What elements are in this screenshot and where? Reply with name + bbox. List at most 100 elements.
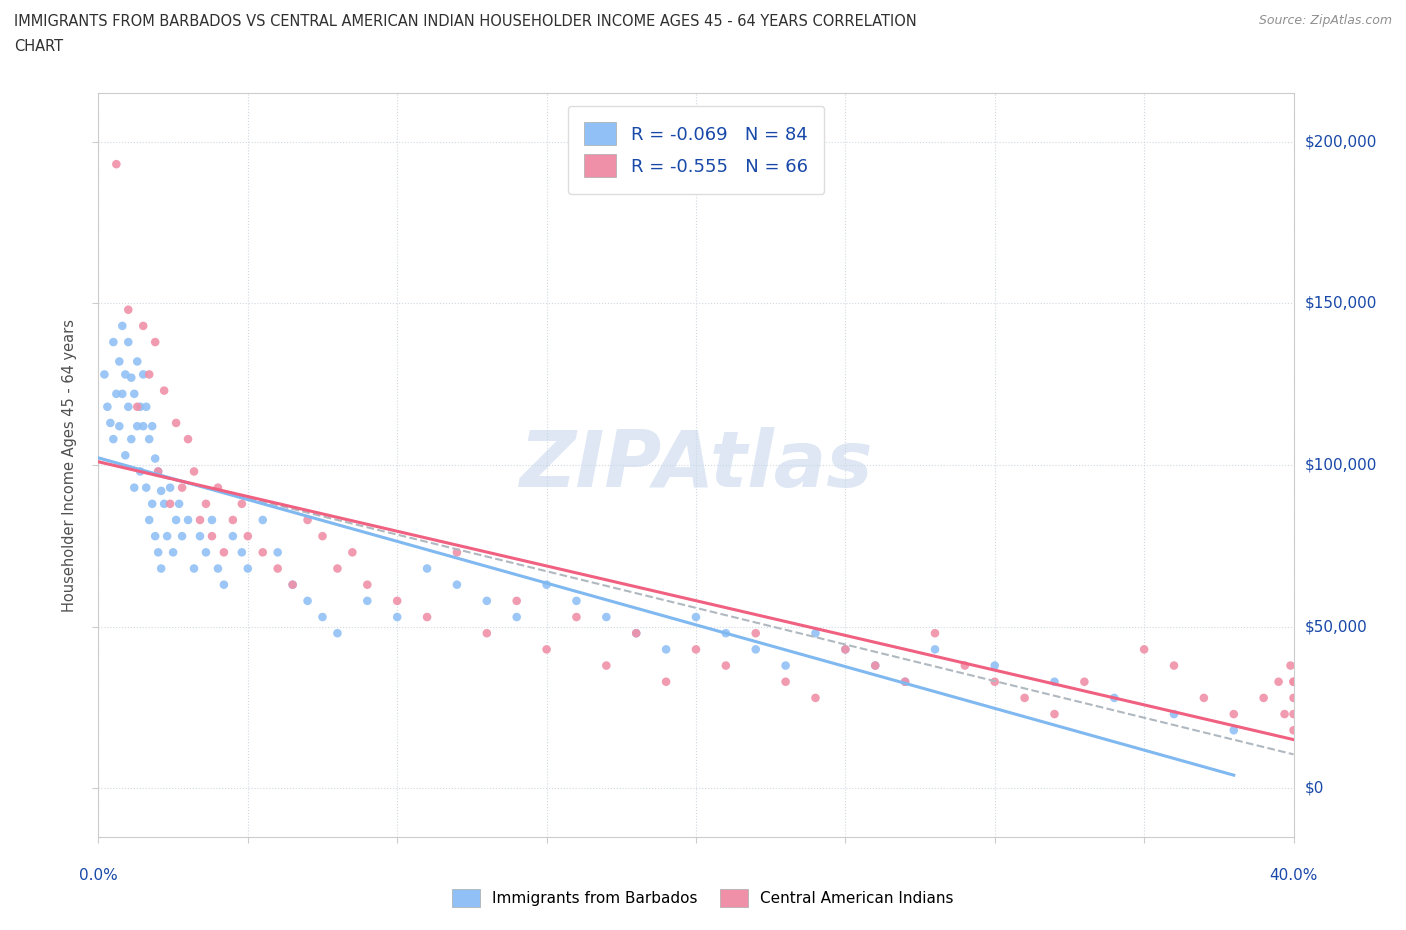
Point — [281, 578, 304, 592]
Point — [565, 593, 588, 608]
Point — [655, 674, 678, 689]
Point — [138, 367, 160, 382]
Point — [281, 578, 304, 592]
Point — [416, 561, 439, 576]
Point — [685, 642, 707, 657]
Point — [297, 512, 319, 527]
Point — [124, 386, 146, 401]
Point — [595, 609, 617, 624]
Point — [804, 626, 827, 641]
Point — [108, 354, 131, 369]
Point — [188, 512, 211, 527]
Point — [212, 578, 235, 592]
Point — [804, 690, 827, 705]
Point — [924, 626, 946, 641]
Point — [624, 626, 647, 641]
Point — [188, 529, 211, 544]
Point — [1267, 674, 1289, 689]
Point — [685, 609, 707, 624]
Point — [385, 609, 409, 624]
Point — [924, 642, 946, 657]
Point — [1073, 674, 1095, 689]
Point — [475, 593, 498, 608]
Point — [201, 512, 224, 527]
Point — [132, 367, 155, 382]
Point — [98, 416, 122, 431]
Point — [105, 157, 128, 172]
Point — [183, 561, 205, 576]
Point — [153, 383, 176, 398]
Point — [1274, 707, 1296, 722]
Point — [141, 418, 163, 433]
Point — [595, 658, 617, 673]
Legend: Immigrants from Barbados, Central American Indians: Immigrants from Barbados, Central Americ… — [446, 884, 960, 913]
Point — [834, 642, 856, 657]
Point — [1043, 707, 1066, 722]
Point — [624, 626, 647, 641]
Point — [231, 545, 253, 560]
Legend: R = -0.069   N = 84, R = -0.555   N = 66: R = -0.069 N = 84, R = -0.555 N = 66 — [568, 106, 824, 193]
Point — [194, 497, 218, 512]
Point — [150, 561, 173, 576]
Point — [207, 480, 229, 495]
Point — [143, 529, 166, 544]
Point — [111, 386, 134, 401]
Point — [148, 464, 170, 479]
Point — [1253, 690, 1275, 705]
Text: IMMIGRANTS FROM BARBADOS VS CENTRAL AMERICAN INDIAN HOUSEHOLDER INCOME AGES 45 -: IMMIGRANTS FROM BARBADOS VS CENTRAL AMER… — [14, 14, 917, 29]
Point — [105, 386, 128, 401]
Point — [148, 464, 170, 479]
Point — [127, 418, 149, 433]
Point — [167, 497, 190, 512]
Text: $0: $0 — [1305, 781, 1324, 796]
Point — [153, 497, 176, 512]
Point — [416, 609, 439, 624]
Point — [894, 674, 917, 689]
Point — [714, 626, 737, 641]
Point — [267, 545, 290, 560]
Point — [201, 529, 224, 544]
Point — [894, 674, 917, 689]
Point — [172, 529, 194, 544]
Point — [342, 545, 364, 560]
Point — [1282, 690, 1305, 705]
Point — [127, 399, 149, 414]
Point — [177, 512, 200, 527]
Point — [1279, 658, 1302, 673]
Point — [1163, 658, 1185, 673]
Point — [356, 578, 378, 592]
Point — [132, 418, 155, 433]
Point — [138, 512, 160, 527]
Text: $150,000: $150,000 — [1305, 296, 1376, 311]
Point — [446, 578, 468, 592]
Point — [93, 367, 115, 382]
Point — [156, 529, 179, 544]
Point — [111, 318, 134, 333]
Point — [108, 418, 131, 433]
Point — [129, 464, 152, 479]
Point — [150, 484, 173, 498]
Point — [536, 578, 558, 592]
Point — [114, 367, 136, 382]
Point — [135, 480, 157, 495]
Point — [356, 593, 378, 608]
Point — [117, 399, 139, 414]
Point — [745, 642, 768, 657]
Point — [194, 545, 218, 560]
Point — [231, 497, 253, 512]
Point — [159, 497, 181, 512]
Point — [834, 642, 856, 657]
Point — [745, 626, 768, 641]
Text: ZIPAtlas: ZIPAtlas — [519, 427, 873, 503]
Text: $50,000: $50,000 — [1305, 619, 1368, 634]
Point — [1223, 707, 1246, 722]
Point — [222, 512, 245, 527]
Point — [165, 512, 187, 527]
Point — [714, 658, 737, 673]
Point — [183, 464, 205, 479]
Point — [141, 497, 163, 512]
Point — [385, 593, 409, 608]
Text: CHART: CHART — [14, 39, 63, 54]
Point — [1133, 642, 1156, 657]
Point — [1192, 690, 1215, 705]
